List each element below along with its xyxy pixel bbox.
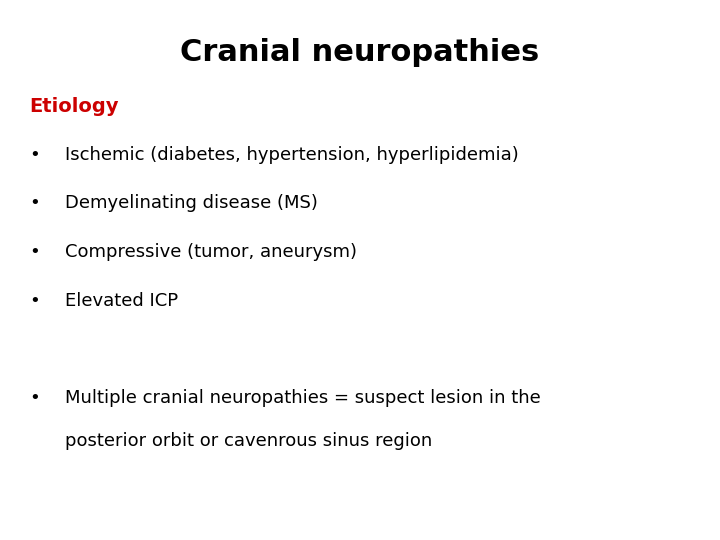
Text: Cranial neuropathies: Cranial neuropathies — [181, 38, 539, 67]
Text: •: • — [29, 146, 40, 164]
Text: Demyelinating disease (MS): Demyelinating disease (MS) — [65, 194, 318, 212]
Text: Etiology: Etiology — [29, 97, 118, 116]
Text: •: • — [29, 243, 40, 261]
Text: Ischemic (diabetes, hypertension, hyperlipidemia): Ischemic (diabetes, hypertension, hyperl… — [65, 146, 518, 164]
Text: posterior orbit or cavenrous sinus region: posterior orbit or cavenrous sinus regio… — [65, 432, 432, 450]
Text: Compressive (tumor, aneurysm): Compressive (tumor, aneurysm) — [65, 243, 357, 261]
Text: •: • — [29, 389, 40, 407]
Text: Elevated ICP: Elevated ICP — [65, 292, 178, 309]
Text: Multiple cranial neuropathies = suspect lesion in the: Multiple cranial neuropathies = suspect … — [65, 389, 541, 407]
Text: •: • — [29, 292, 40, 309]
Text: •: • — [29, 194, 40, 212]
